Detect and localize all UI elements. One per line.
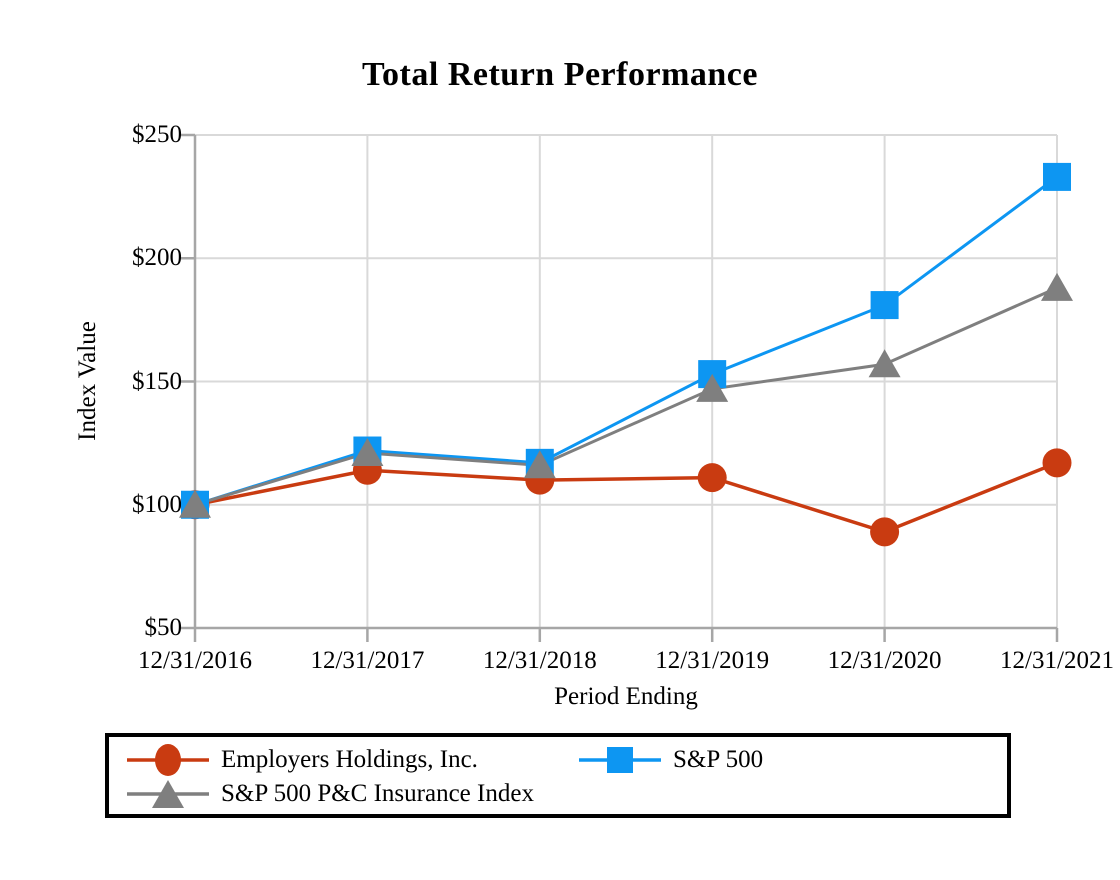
legend-entry-sp500-pc-insurance: S&P 500 P&C Insurance Index <box>125 777 577 811</box>
y-axis-title: Index Value <box>74 321 101 441</box>
chart-legend: Employers Holdings, Inc. S&P 500 S&P 500… <box>105 733 1011 818</box>
data-point-employers-holdings-inc-12-31-2020 <box>870 517 900 547</box>
y-tick-label: $50 <box>144 614 183 641</box>
data-point-s-p-500-12-31-2020 <box>870 291 899 320</box>
x-axis-title: Period Ending <box>554 683 698 710</box>
y-tick-label: $150 <box>132 367 182 395</box>
data-point-s-p-500-p-c-insurance-index-12-31-2019 <box>696 373 729 402</box>
y-tick-label: $200 <box>132 244 182 272</box>
x-tick-label: 12/31/2021 <box>1000 647 1114 674</box>
y-tick-label: $250 <box>132 121 182 148</box>
x-tick-label: 12/31/2017 <box>310 647 425 674</box>
series-line-employers-holdings-inc <box>194 461 1058 534</box>
series-line-s-p-500 <box>194 175 1058 507</box>
legend-grid: Employers Holdings, Inc. S&P 500 S&P 500… <box>109 737 1007 811</box>
legend-label-employers-holdings: Employers Holdings, Inc. <box>221 746 478 773</box>
chart-title: Total Return Performance <box>362 56 758 93</box>
data-point-s-p-500-p-c-insurance-index-12-31-2018 <box>523 450 556 479</box>
data-point-s-p-500-p-c-insurance-index-12-31-2020 <box>868 349 901 378</box>
legend-entry-employers-holdings: Employers Holdings, Inc. <box>125 743 577 777</box>
sp500-line-marker-icon <box>579 747 661 773</box>
x-tick-label: 12/31/2019 <box>655 647 770 674</box>
series-line-s-p-500-p-c-insurance-index <box>194 286 1058 507</box>
x-tick-label: 12/31/2018 <box>482 647 597 674</box>
legend-entry-sp500: S&P 500 <box>577 743 1007 777</box>
x-tick-label: 12/31/2016 <box>138 647 252 674</box>
legend-label-sp500-pc-insurance: S&P 500 P&C Insurance Index <box>221 780 534 807</box>
x-tick-label: 12/31/2020 <box>827 647 942 674</box>
data-point-s-p-500-p-c-insurance-index-12-31-2017 <box>351 437 384 466</box>
legend-square-marker <box>607 747 633 773</box>
data-point-employers-holdings-inc-12-31-2021 <box>1042 448 1072 478</box>
y-tick-label: $100 <box>132 490 182 518</box>
legend-label-sp500: S&P 500 <box>673 746 764 773</box>
data-point-employers-holdings-inc-12-31-2019 <box>697 463 727 493</box>
data-point-s-p-500-12-31-2021 <box>1043 162 1071 191</box>
sp500-pc-insurance-line-marker-icon <box>127 780 209 808</box>
data-point-s-p-500-p-c-insurance-index-12-31-2021 <box>1041 272 1073 301</box>
legend-triangle-marker <box>152 780 184 808</box>
employers-holdings-line-marker-icon <box>127 744 209 776</box>
legend-circle-marker <box>155 744 181 776</box>
data-point-s-p-500-p-c-insurance-index-12-31-2016 <box>179 489 211 518</box>
